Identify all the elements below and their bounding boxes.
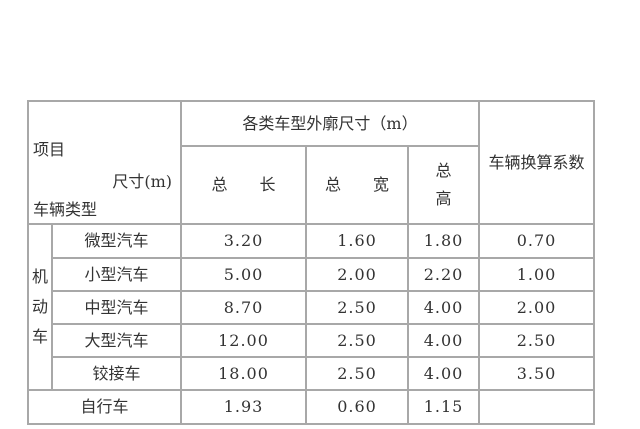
height-cell: 2.20 [407, 257, 480, 292]
motor-vehicle-group-cell: 机 动 车 [27, 223, 53, 391]
length-cell: 5.00 [180, 257, 307, 292]
length-cell: 3.20 [180, 223, 307, 259]
motor-group-char: 车 [31, 327, 48, 346]
width-cell: 2.00 [305, 257, 409, 292]
motor-group-char: 动 [31, 297, 48, 316]
vehicle-type-cell: 自行车 [27, 389, 182, 425]
height-cell: 1.80 [407, 223, 480, 259]
dimensions-group-header: 各类车型外廓尺寸（m） [180, 100, 480, 147]
vehicle-type-cell: 小型汽车 [51, 257, 182, 292]
table-row: 小型汽车 5.00 2.00 2.20 1.00 [28, 257, 595, 292]
width-cell: 2.50 [305, 290, 409, 325]
height-header-line1: 总 [435, 161, 452, 180]
length-cell: 12.00 [180, 323, 307, 358]
corner-item-label: 项目 [33, 140, 66, 159]
vehicle-type-cell: 铰接车 [51, 356, 182, 391]
corner-vehicle-type-label: 车辆类型 [33, 200, 98, 219]
height-header-line2: 高 [435, 189, 452, 208]
length-cell: 18.00 [180, 356, 307, 391]
width-cell: 2.50 [305, 323, 409, 358]
conversion-factor-header: 车辆换算系数 [478, 100, 595, 225]
height-cell: 4.00 [407, 356, 480, 391]
width-header: 总 宽 [305, 145, 409, 225]
table-row: 机 动 车 微型汽车 3.20 1.60 1.80 0.70 [27, 223, 595, 391]
length-header: 总 长 [180, 145, 307, 225]
table-row: 铰接车 18.00 2.50 4.00 3.50 [28, 356, 595, 391]
factor-cell: 1.00 [478, 257, 595, 292]
height-cell: 1.15 [407, 389, 480, 425]
height-header: 总高 [407, 145, 480, 225]
corner-header-cell: 项目 尺寸(m) 车辆类型 [27, 100, 182, 225]
length-cell: 8.70 [180, 290, 307, 325]
length-cell: 1.93 [180, 389, 307, 425]
table-row: 中型汽车 8.70 2.50 4.00 2.00 [28, 290, 595, 325]
factor-cell: 0.70 [478, 223, 595, 259]
motor-group-char: 机 [31, 267, 48, 286]
vehicle-type-cell: 大型汽车 [51, 323, 182, 358]
factor-cell: 3.50 [478, 356, 595, 391]
corner-size-label: 尺寸(m) [112, 172, 172, 191]
vehicle-type-cell: 中型汽车 [51, 290, 182, 325]
height-cell: 4.00 [407, 290, 480, 325]
factor-cell: 2.50 [478, 323, 595, 358]
factor-cell: 2.00 [478, 290, 595, 325]
factor-cell [478, 389, 595, 425]
width-cell: 0.60 [305, 389, 409, 425]
height-cell: 4.00 [407, 323, 480, 358]
table-row: 大型汽车 12.00 2.50 4.00 2.50 [28, 323, 595, 358]
vehicle-dimensions-table: 项目 尺寸(m) 车辆类型 各类车型外廓尺寸（m） 车辆换算系数 总 长 总 宽… [27, 100, 595, 425]
vehicle-type-cell: 微型汽车 [51, 223, 182, 259]
width-cell: 1.60 [305, 223, 409, 259]
table-row: 自行车 1.93 0.60 1.15 [27, 389, 595, 425]
width-cell: 2.50 [305, 356, 409, 391]
